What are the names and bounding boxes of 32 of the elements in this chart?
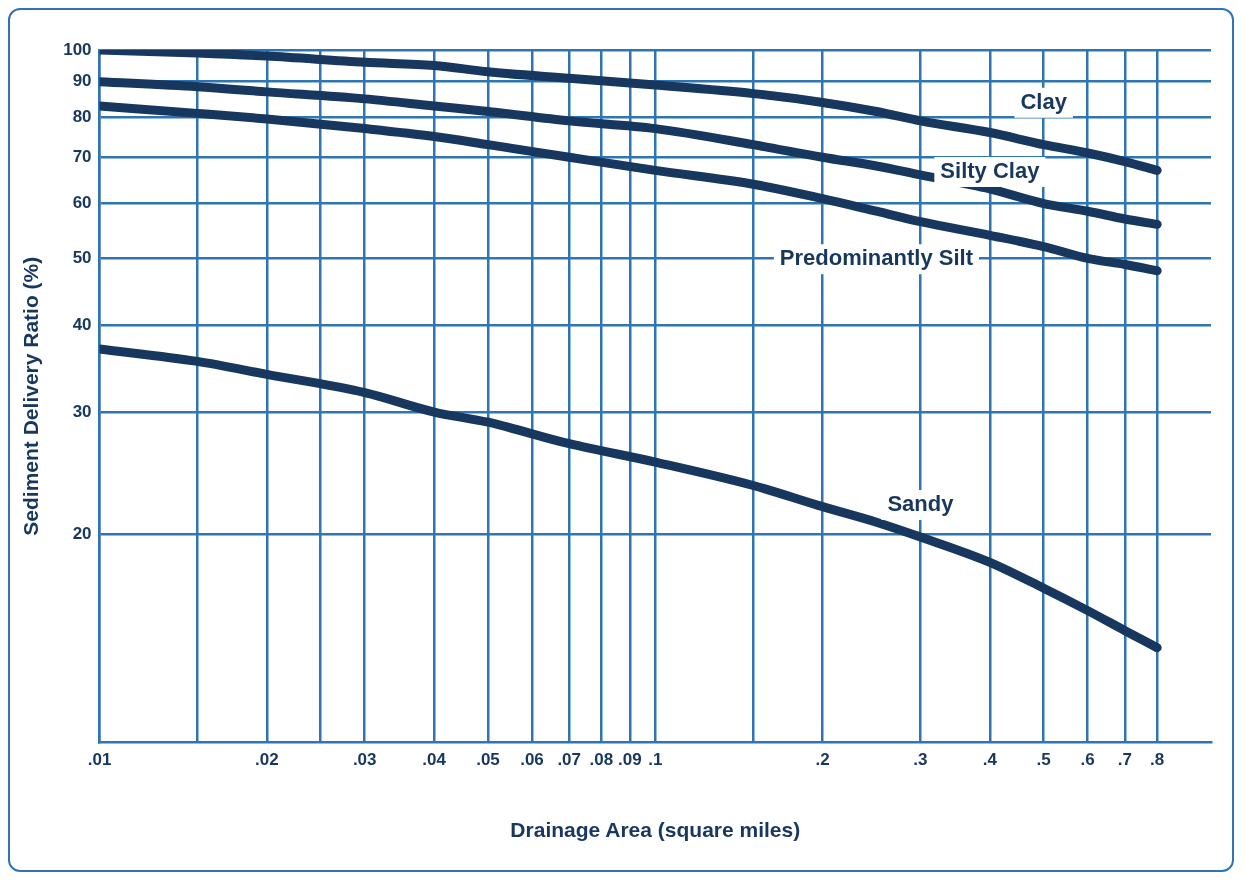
x-tick-label: .5: [1036, 750, 1051, 770]
x-tick-label: .08: [589, 750, 614, 770]
y-axis-title: Sediment Delivery Ratio (%): [19, 256, 43, 536]
x-tick-label: .2: [815, 750, 830, 770]
x-tick-label: .6: [1080, 750, 1095, 770]
x-tick-label: .01: [87, 750, 112, 770]
y-tick-label: 80: [72, 106, 92, 126]
x-tick-label: .7: [1117, 750, 1133, 770]
x-tick-label: .03: [352, 750, 377, 770]
y-tick-label: 100: [63, 39, 92, 59]
x-tick-label: .4: [982, 750, 998, 770]
x-tick-label: .09: [618, 750, 642, 770]
y-tick-label: 90: [72, 71, 92, 91]
x-tick-label: .02: [255, 750, 279, 770]
x-tick-label: .07: [557, 750, 582, 770]
y-tick-label: 20: [72, 523, 92, 543]
y-tick-label: 30: [72, 401, 92, 421]
y-tick-label: 60: [72, 193, 92, 213]
series-label: Silty Clay: [940, 158, 1041, 183]
x-tick-label: .8: [1150, 750, 1165, 770]
x-tick-label: .04: [422, 750, 447, 770]
series-label: Clay: [1020, 88, 1068, 114]
x-tick-label: .3: [913, 750, 928, 770]
x-tick-label: .05: [476, 750, 500, 770]
x-axis-title: Drainage Area (square miles): [510, 818, 801, 842]
x-tick-label: .1: [648, 750, 663, 770]
y-tick-label: 70: [72, 146, 92, 166]
y-tick-label: 50: [72, 248, 92, 268]
y-tick-label: 40: [72, 315, 92, 335]
series-label: Sandy: [887, 491, 955, 517]
series-label: Predominantly Silt: [779, 245, 974, 271]
x-tick-label: .06: [520, 750, 544, 770]
